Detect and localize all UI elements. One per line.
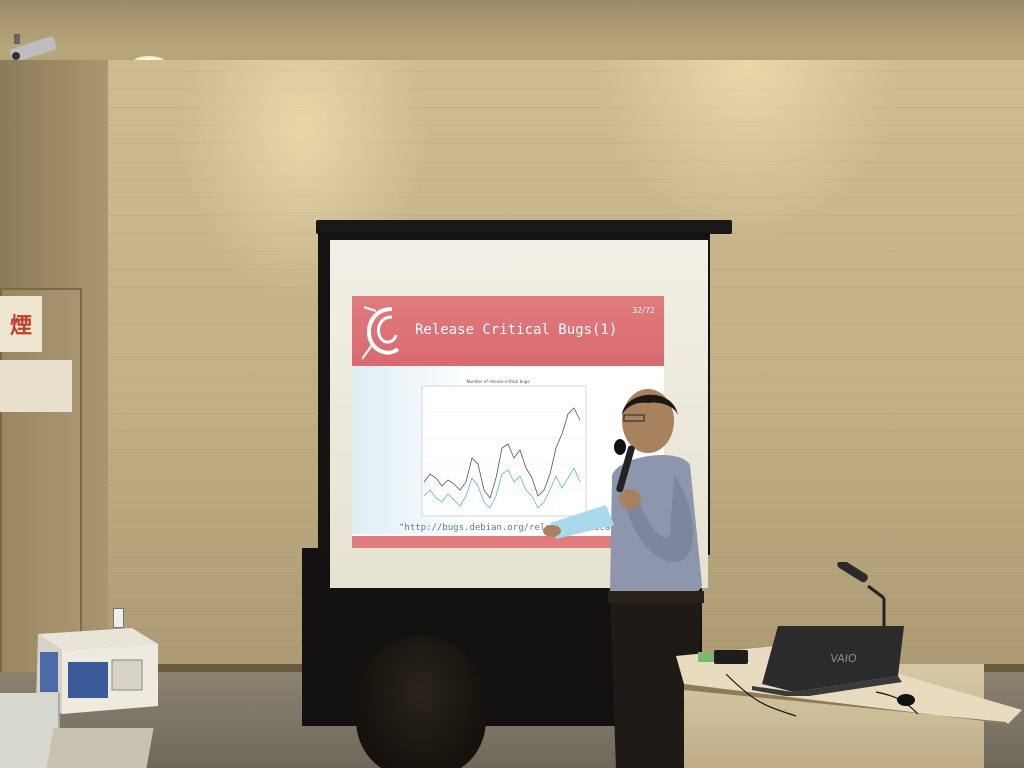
front-table [46, 728, 154, 768]
security-camera-icon [9, 34, 57, 62]
screen-top-bar [316, 220, 732, 234]
debian-swirl-icon [362, 306, 400, 360]
chart-title: Number of release-critical bugs [467, 379, 530, 384]
cardboard-box [36, 628, 158, 714]
laptop: VAIO [752, 626, 904, 696]
slide-url: "http://bugs.debian.org/release-critical [399, 523, 616, 533]
smoking-sign: 煙 [0, 296, 42, 352]
microphone-icon [837, 562, 886, 626]
door [0, 288, 82, 688]
chart-series-secondary [423, 467, 581, 509]
notice-paper [0, 360, 72, 412]
chart-series-total [423, 407, 581, 499]
bug-count-chart: Number of release-critical bugs [421, 379, 587, 517]
slide-footer [352, 536, 664, 548]
audience-head [356, 636, 486, 768]
presenter [543, 389, 704, 768]
slide-header [352, 296, 664, 366]
slide-title: Release Critical Bugs(1) [415, 322, 618, 338]
laptop-brand: VAIO [830, 652, 858, 665]
presentation-slide: 32/72 Release Critical Bugs(1) Number of… [352, 296, 664, 548]
wall-outlet [113, 608, 124, 628]
slide-page-number: 32/72 [631, 306, 655, 315]
